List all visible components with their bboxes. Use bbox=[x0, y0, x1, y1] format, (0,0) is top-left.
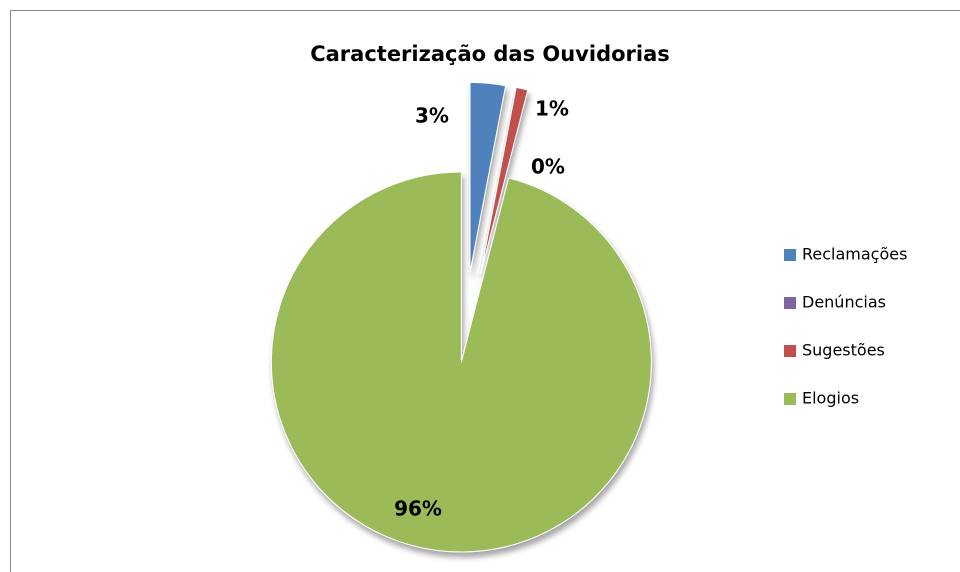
pie-slice bbox=[270, 171, 652, 553]
legend-swatch bbox=[784, 249, 796, 261]
legend-swatch bbox=[784, 345, 796, 357]
legend-label: Denúncias bbox=[802, 293, 886, 312]
legend-swatch bbox=[784, 297, 796, 309]
legend-swatch bbox=[784, 393, 796, 405]
pie-slice bbox=[469, 81, 507, 273]
legend-label: Reclamações bbox=[802, 245, 907, 264]
pie-slice bbox=[480, 86, 529, 275]
pie bbox=[270, 81, 652, 553]
chart-title: Caracterização das Ouvidorias bbox=[310, 42, 670, 66]
data-label: 1% bbox=[535, 97, 569, 121]
data-label: 0% bbox=[531, 155, 565, 179]
data-label: 96% bbox=[394, 497, 442, 521]
legend-label: Elogios bbox=[802, 389, 859, 408]
data-label: 3% bbox=[415, 104, 449, 128]
legend-label: Sugestões bbox=[802, 341, 885, 360]
